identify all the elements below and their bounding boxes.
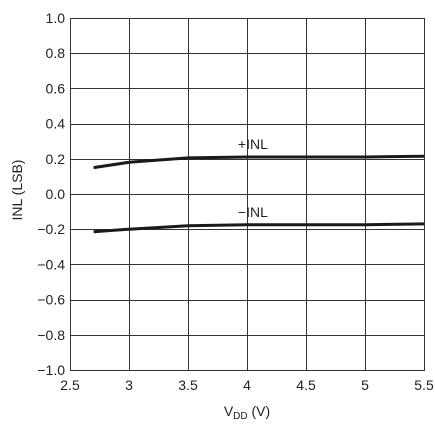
y-tick-label: 0.6	[46, 80, 66, 96]
series-line-plus-inl	[93, 154, 425, 170]
x-tick-label: 5.5	[414, 377, 434, 393]
x-tick-label: 3	[125, 377, 133, 393]
series-lines	[93, 154, 425, 234]
x-axis-title: VDD (V)	[224, 403, 270, 422]
x-tick-label: 3.5	[178, 377, 198, 393]
series-line-minus-inl	[93, 222, 425, 234]
series-annotations: +INL −INL	[238, 136, 268, 220]
y-tick-label: 0.4	[46, 116, 66, 132]
y-tick-label: 1.0	[46, 10, 66, 26]
y-tick-label: −1.0	[37, 362, 65, 378]
grid	[70, 18, 425, 371]
x-axis-title-main: V	[224, 403, 234, 419]
x-tick-label: 4	[243, 377, 251, 393]
x-axis-title-unit: (V)	[248, 403, 271, 419]
x-axis-title-subscript: DD	[233, 411, 247, 422]
plot-frame	[70, 18, 425, 371]
x-tick-labels: 2.5 3 3.5 4 4.5 5 5.5	[60, 377, 434, 393]
y-axis-title: INL (LSB)	[9, 160, 25, 221]
series-label-minus-inl: −INL	[238, 204, 268, 220]
x-tick-label: 2.5	[60, 377, 80, 393]
y-tick-label: −0.2	[37, 221, 65, 237]
y-tick-label: −0.6	[37, 292, 65, 308]
series-label-plus-inl: +INL	[238, 136, 268, 152]
y-tick-label: −0.4	[37, 256, 65, 272]
y-tick-label: −0.8	[37, 327, 65, 343]
x-tick-label: 4.5	[296, 377, 316, 393]
y-tick-label: 0.2	[46, 151, 66, 167]
y-tick-label: 0.0	[46, 186, 66, 202]
y-tick-label: 0.8	[46, 45, 66, 61]
x-tick-label: 5	[361, 377, 369, 393]
y-tick-labels: 1.0 0.8 0.6 0.4 0.2 0.0 −0.2 −0.4 −0.6 −0.8 −1.0	[37, 10, 65, 378]
